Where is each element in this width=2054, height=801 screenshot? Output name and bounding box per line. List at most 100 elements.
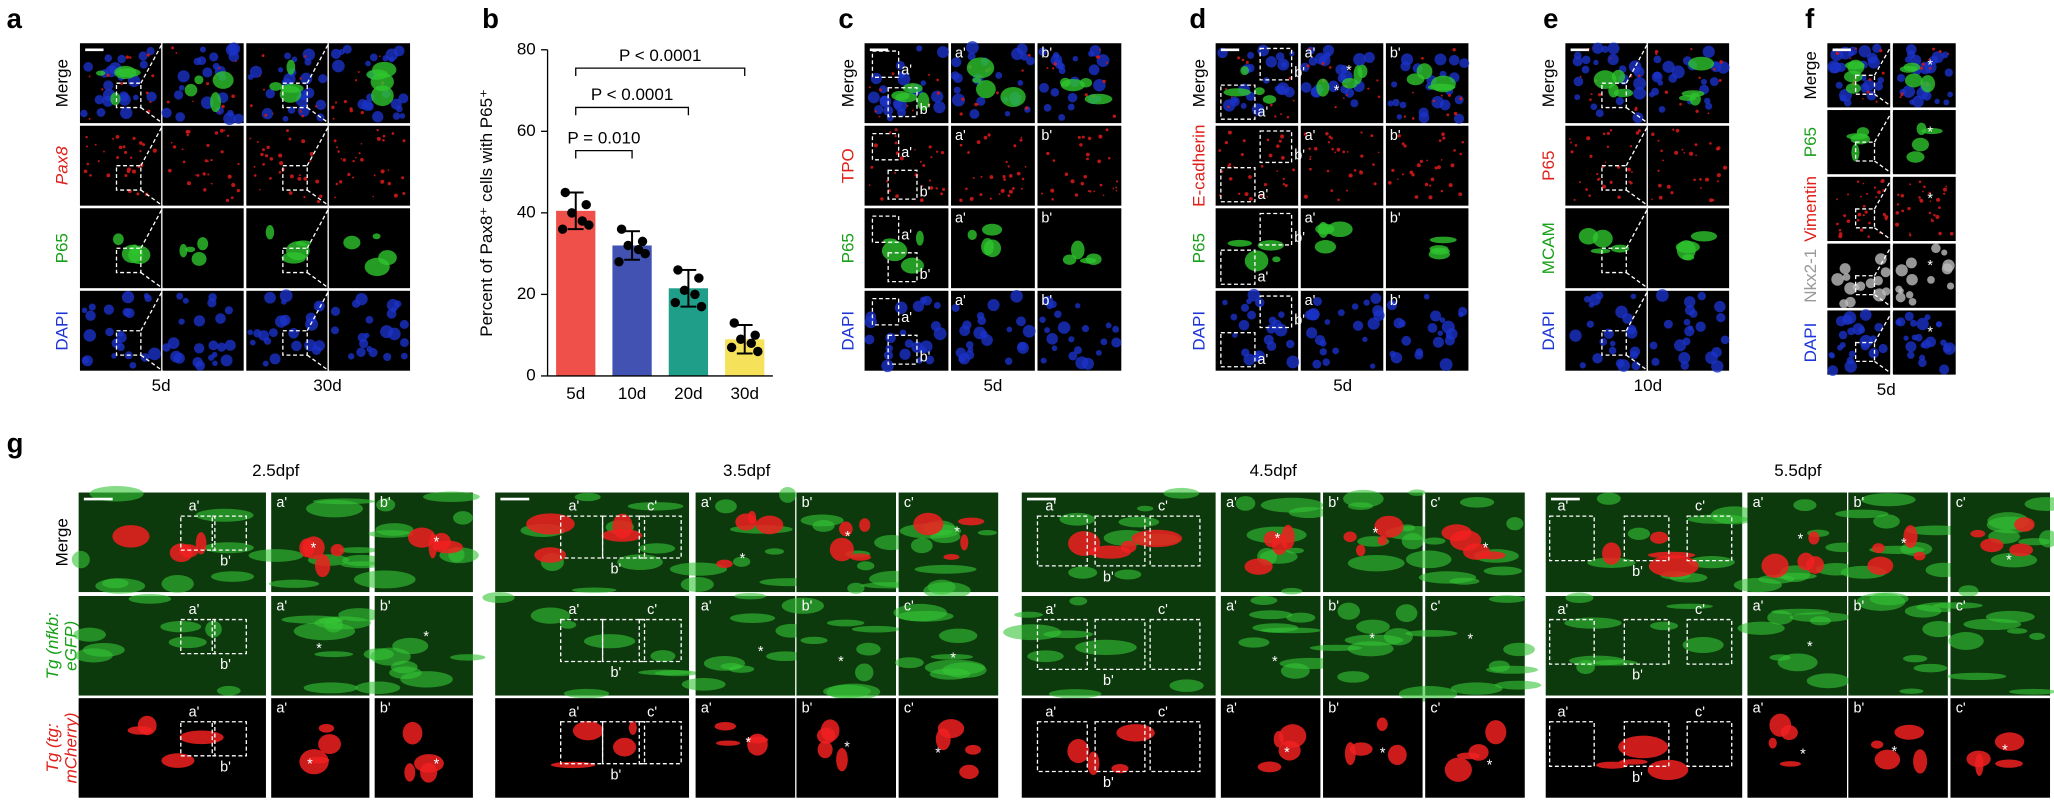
stain bbox=[1918, 196, 1921, 199]
stain bbox=[387, 181, 391, 186]
stain bbox=[1008, 189, 1013, 194]
y-tick-label: 60 bbox=[517, 121, 536, 140]
inset-label: a' bbox=[1305, 211, 1316, 227]
stain bbox=[1377, 535, 1388, 546]
stain bbox=[1651, 87, 1660, 96]
stain bbox=[886, 180, 889, 183]
stain bbox=[715, 499, 737, 514]
stain bbox=[1846, 219, 1851, 224]
stain bbox=[1377, 95, 1381, 99]
asterisk: * bbox=[1380, 746, 1386, 762]
stain bbox=[1606, 131, 1610, 135]
stain bbox=[1072, 55, 1079, 62]
stain bbox=[1228, 177, 1233, 181]
stain bbox=[1303, 132, 1307, 136]
stain bbox=[80, 109, 88, 118]
stain bbox=[1836, 198, 1838, 201]
inset-label: c' bbox=[1956, 700, 1966, 716]
stain bbox=[220, 150, 224, 154]
stain bbox=[1709, 77, 1719, 87]
stain bbox=[207, 173, 210, 176]
inset-box bbox=[1686, 721, 1733, 767]
stain bbox=[874, 110, 877, 113]
stain bbox=[1618, 759, 1648, 765]
stain bbox=[1025, 106, 1029, 110]
asterisk: * bbox=[1275, 531, 1281, 547]
stain bbox=[923, 582, 971, 600]
stain bbox=[1266, 324, 1277, 334]
inset-label: a' bbox=[1258, 104, 1269, 120]
stain bbox=[1932, 47, 1935, 51]
stain bbox=[912, 300, 925, 312]
stain bbox=[1327, 80, 1340, 93]
stain bbox=[1238, 637, 1270, 648]
stain bbox=[680, 576, 714, 592]
stain bbox=[122, 307, 131, 317]
stain bbox=[124, 173, 128, 178]
asterisk: * bbox=[2006, 553, 2012, 569]
stain bbox=[1936, 197, 1941, 202]
micrograph bbox=[1385, 208, 1469, 289]
stain bbox=[1387, 100, 1394, 107]
inset-label: a' bbox=[1753, 495, 1764, 511]
stain bbox=[304, 55, 307, 58]
inset-box bbox=[1686, 618, 1733, 665]
stain bbox=[1904, 604, 1942, 618]
stain bbox=[980, 330, 988, 339]
stain bbox=[1881, 71, 1885, 75]
stain bbox=[1896, 203, 1900, 206]
inset-box bbox=[887, 169, 918, 200]
inset-box bbox=[887, 252, 918, 283]
inset-label: b' bbox=[920, 102, 931, 118]
stain bbox=[121, 291, 135, 304]
panel-label: c bbox=[838, 3, 853, 34]
zoom-line bbox=[306, 125, 330, 167]
stain bbox=[1704, 97, 1711, 105]
stain bbox=[1868, 347, 1880, 359]
stain bbox=[1257, 44, 1270, 57]
stain bbox=[1052, 67, 1055, 70]
stain bbox=[298, 174, 301, 177]
data-point bbox=[640, 248, 650, 259]
stain bbox=[1280, 663, 1310, 679]
micrograph bbox=[1220, 698, 1321, 798]
column-label: 5d bbox=[1877, 380, 1896, 399]
stain bbox=[935, 187, 938, 190]
stain bbox=[117, 330, 124, 337]
stain bbox=[206, 143, 210, 148]
stain bbox=[1002, 174, 1006, 179]
stain bbox=[1806, 556, 1825, 574]
stain bbox=[899, 156, 904, 161]
stain bbox=[1346, 189, 1349, 192]
stain bbox=[1933, 213, 1936, 217]
stain bbox=[1288, 507, 1329, 519]
stain bbox=[1658, 106, 1666, 113]
column-label: 5d bbox=[152, 376, 171, 395]
stain bbox=[1086, 157, 1089, 161]
stain bbox=[1694, 143, 1698, 147]
stain bbox=[1427, 323, 1438, 333]
micrograph bbox=[1545, 492, 1743, 593]
stain bbox=[337, 150, 340, 153]
stain bbox=[1268, 316, 1277, 325]
stain bbox=[212, 71, 234, 89]
inset-label: a' bbox=[901, 310, 912, 326]
stain bbox=[881, 240, 908, 262]
stain bbox=[1116, 724, 1155, 742]
inset-label: b' bbox=[1294, 148, 1305, 164]
stain bbox=[1627, 167, 1631, 172]
asterisk: * bbox=[1901, 536, 1907, 552]
stain bbox=[969, 196, 974, 201]
stain bbox=[1257, 240, 1285, 251]
inset-label: a' bbox=[569, 499, 580, 515]
stain bbox=[309, 151, 314, 157]
stain bbox=[1627, 527, 1651, 540]
stain bbox=[1578, 181, 1582, 184]
stain bbox=[965, 744, 981, 755]
stain bbox=[95, 578, 146, 594]
stain bbox=[1445, 328, 1458, 340]
stain bbox=[1356, 619, 1390, 634]
stain bbox=[1337, 309, 1345, 317]
inset-label: b' bbox=[920, 349, 931, 365]
stain bbox=[826, 619, 865, 627]
